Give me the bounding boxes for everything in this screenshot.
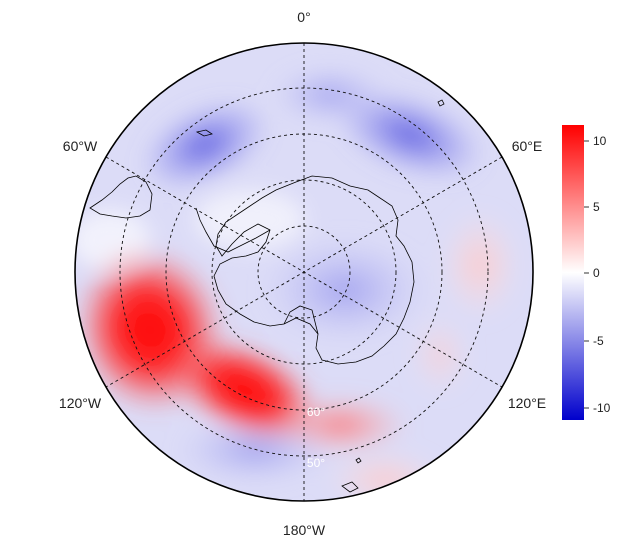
south-georgia [195, 129, 213, 137]
lat-label-inner: 60° [307, 405, 325, 419]
anomaly-field [75, 43, 533, 501]
colorbar-tick-neg5: -5 [593, 334, 604, 348]
colorbar-ticks [584, 140, 589, 409]
south-america-tip [89, 175, 153, 219]
new-zealand-islands [341, 481, 359, 493]
antarctic-peninsula [195, 207, 271, 253]
lon-label-upper-right: 60°E [512, 138, 543, 154]
colorbar-tick-10: 10 [593, 134, 607, 148]
colorbar: 10 5 0 -5 -10 [562, 125, 611, 420]
lon-label-upper-left: 60°W [63, 138, 98, 154]
lat-label-outer: 50° [307, 456, 325, 470]
campbell-island [355, 457, 362, 464]
colorbar-tick-5: 5 [593, 200, 600, 214]
colorbar-tick-neg10: -10 [593, 401, 611, 415]
lon-label-lower-left: 120°W [59, 395, 102, 411]
lon-label-top: 0° [297, 9, 310, 25]
colorbar-gradient [562, 125, 584, 420]
lon-label-lower-right: 120°E [508, 395, 546, 411]
ross-ice-shelf [283, 305, 319, 335]
coastlines [89, 99, 445, 493]
map-boundary [74, 42, 534, 502]
kerguelen [437, 99, 445, 107]
lon-label-bottom: 180°W [283, 522, 326, 538]
graticule [105, 43, 503, 501]
colorbar-tick-0: 0 [593, 266, 600, 280]
meridian-60e-120w [105, 156, 503, 388]
